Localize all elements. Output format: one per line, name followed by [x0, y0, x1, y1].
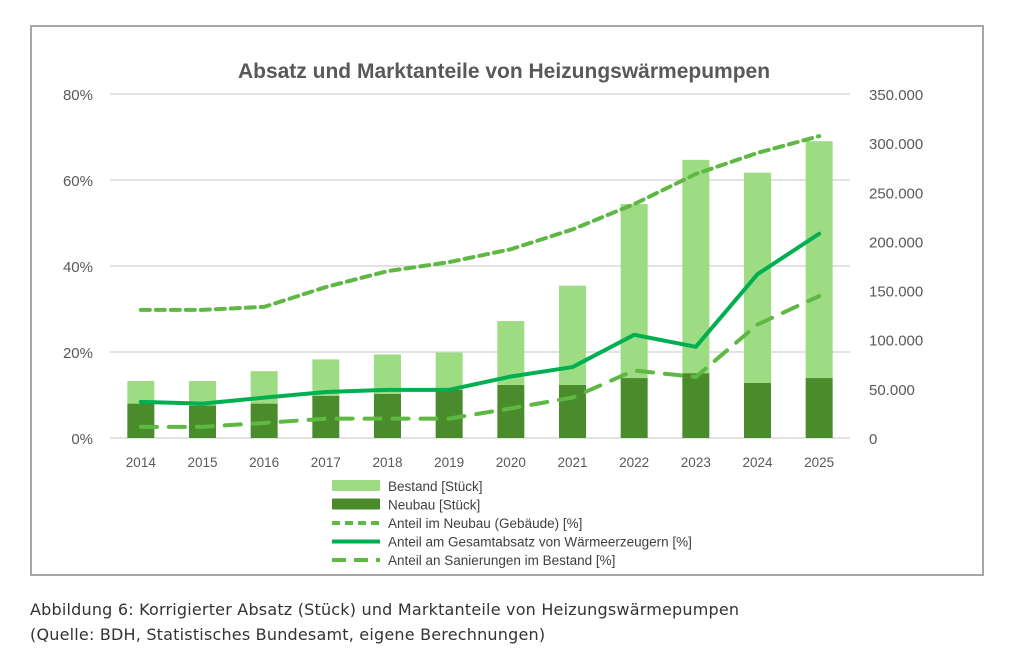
x-axis-tick: 2025: [804, 455, 834, 470]
x-axis-tick: 2016: [249, 455, 279, 470]
right-axis-tick: 100.000: [869, 333, 923, 350]
x-axis-tick: 2021: [557, 455, 587, 470]
left-axis-tick: 60%: [63, 173, 93, 190]
bar-neubau: [374, 393, 401, 438]
right-axis-tick: 250.000: [869, 185, 923, 202]
bar-bestand: [744, 172, 771, 383]
chart-frame: [30, 25, 984, 576]
bar-neubau: [127, 403, 155, 438]
bar-neubau: [189, 405, 216, 438]
x-axis-tick: 2023: [681, 455, 711, 470]
bar-neubau: [620, 378, 648, 438]
bar-neubau: [435, 389, 463, 438]
x-axis-tick: 2024: [742, 455, 773, 470]
chart-title: Absatz und Marktanteile von Heizungswärm…: [238, 60, 770, 83]
bar-bestand: [682, 159, 710, 374]
legend-label: Anteil im Neubau (Gebäude) [%]: [388, 516, 582, 531]
x-axis-tick: 2015: [187, 455, 217, 470]
left-axis-tick: 20%: [63, 345, 93, 362]
legend-label: Anteil an Sanierungen im Bestand [%]: [388, 553, 615, 568]
right-axis-tick: 200.000: [869, 234, 923, 251]
bar-neubau: [559, 384, 586, 438]
bar-neubau: [312, 395, 340, 438]
line-series-2: [138, 294, 822, 429]
left-axis-tick: 80%: [63, 87, 93, 104]
legend-label: Anteil am Gesamtabsatz von Wärmeerzeuger…: [388, 535, 692, 550]
bar-neubau: [805, 378, 833, 438]
bar-bestand: [127, 380, 155, 404]
bar-bestand: [374, 354, 401, 394]
bar-neubau: [497, 384, 525, 438]
right-axis-tick: 300.000: [869, 136, 923, 153]
bar-bestand: [435, 352, 463, 390]
legend-swatch-bar: [332, 498, 380, 510]
left-axis-tick: 40%: [63, 259, 93, 276]
figure-source: (Quelle: BDH, Statistisches Bundesamt, e…: [30, 625, 546, 644]
x-axis-tick: 2018: [372, 455, 402, 470]
right-axis-tick: 150.000: [869, 284, 923, 301]
line-series-0: [138, 134, 822, 312]
line-series-1: [138, 231, 822, 406]
legend-label: Neubau [Stück]: [388, 498, 480, 513]
x-axis-tick: 2020: [496, 455, 526, 470]
right-axis-tick: 0: [869, 431, 877, 448]
bar-neubau: [250, 403, 278, 438]
legend-swatch-bar: [332, 480, 380, 491]
figure-caption: Abbildung 6: Korrigierter Absatz (Stück)…: [30, 600, 740, 619]
left-axis-tick: 0%: [71, 431, 93, 448]
right-axis-tick: 50.000: [869, 382, 915, 399]
bar-neubau: [682, 373, 710, 438]
x-axis-tick: 2022: [619, 455, 649, 470]
right-axis-tick: 350.000: [869, 87, 923, 104]
bar-bestand: [805, 141, 833, 379]
bar-bestand: [620, 204, 648, 379]
bar-neubau: [744, 382, 771, 438]
x-axis-tick: 2019: [434, 455, 464, 470]
legend-label: Bestand [Stück]: [388, 479, 483, 494]
x-axis-tick: 2017: [311, 455, 341, 470]
x-axis-tick: 2014: [126, 455, 157, 470]
